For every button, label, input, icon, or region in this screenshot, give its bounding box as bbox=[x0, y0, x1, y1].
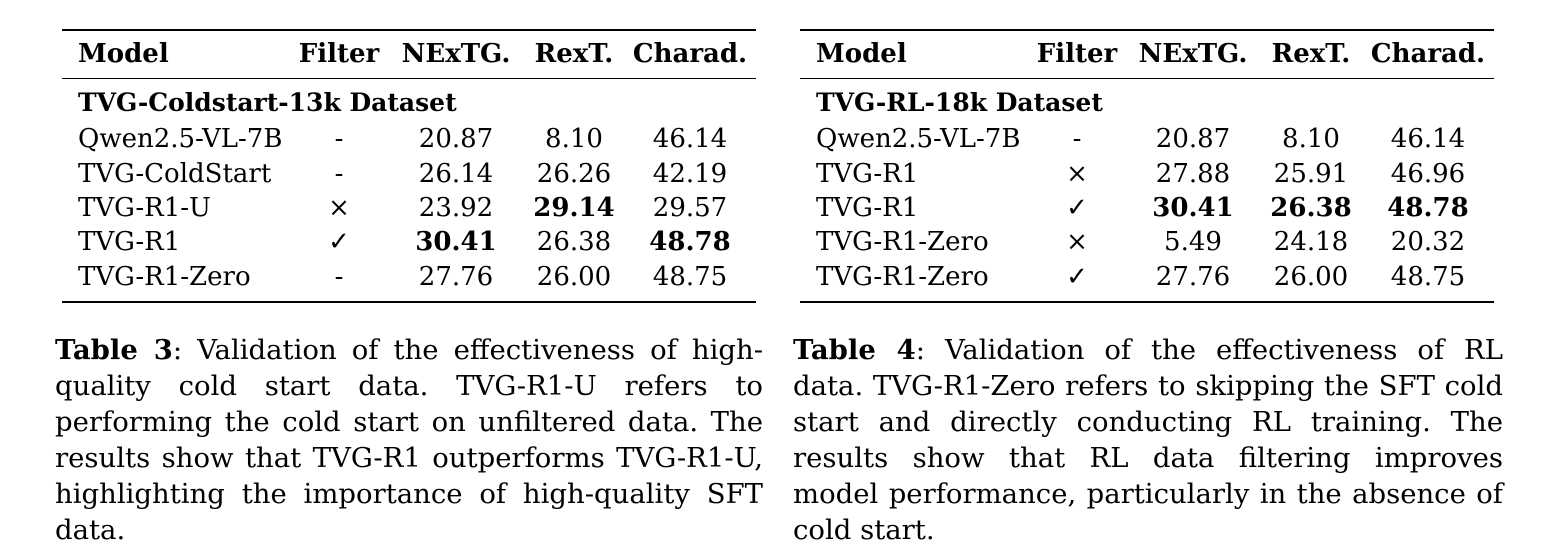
table-row-charad: 48.78 bbox=[1387, 193, 1469, 223]
header-model: Model bbox=[78, 39, 169, 69]
table-row-filter: - bbox=[1072, 124, 1082, 154]
table-row-model: TVG-R1-Zero bbox=[816, 262, 989, 292]
table-row-nextg: 26.14 bbox=[418, 159, 494, 189]
table-row-nextg: 20.87 bbox=[1155, 124, 1231, 154]
table-row-nextg: 27.76 bbox=[418, 262, 494, 292]
table-row-rext: 8.10 bbox=[1282, 124, 1340, 154]
table-row-nextg: 20.87 bbox=[418, 124, 494, 154]
top-rule bbox=[62, 29, 756, 31]
table-row-charad: 42.19 bbox=[652, 159, 728, 189]
table-row-filter: ✓ bbox=[1066, 262, 1088, 292]
table-row-model: Qwen2.5-VL-7B bbox=[78, 124, 283, 154]
table-row-nextg: 5.49 bbox=[1164, 227, 1222, 257]
table-row-rext: 26.26 bbox=[536, 159, 612, 189]
table-row-rext: 24.18 bbox=[1273, 227, 1349, 257]
table-row-rext: 26.38 bbox=[536, 227, 612, 257]
caption-label: Table 3 bbox=[55, 334, 173, 366]
table-row-model: TVG-R1-Zero bbox=[78, 262, 251, 292]
table-row-nextg: 27.76 bbox=[1155, 262, 1231, 292]
mid-rule bbox=[62, 78, 756, 79]
table-row-rext: 26.38 bbox=[1270, 193, 1352, 223]
table-row-model: TVG-R1-U bbox=[78, 193, 211, 223]
header-model: Model bbox=[816, 39, 907, 69]
table-row-model: TVG-R1 bbox=[816, 193, 919, 223]
table-row-charad: 48.75 bbox=[1390, 262, 1466, 292]
table-row-charad: 46.96 bbox=[1390, 159, 1466, 189]
header-filter: Filter bbox=[298, 39, 380, 69]
table-row-filter: × bbox=[328, 193, 350, 223]
table-row-rext: 8.10 bbox=[545, 124, 603, 154]
section-title: TVG-RL-18k Dataset bbox=[816, 88, 1103, 117]
table-row-rext: 25.91 bbox=[1273, 159, 1349, 189]
caption-text: : Validation of the effectiveness of RL … bbox=[793, 334, 1503, 546]
table-row-rext: 26.00 bbox=[536, 262, 612, 292]
bottom-rule bbox=[800, 301, 1494, 303]
table-row-filter: - bbox=[334, 124, 344, 154]
caption-text: : Validation of the effectiveness of hig… bbox=[55, 334, 764, 546]
caption-label: Table 4 bbox=[793, 334, 916, 366]
table-row-filter: ✓ bbox=[1066, 193, 1088, 223]
section-title: TVG-Coldstart-13k Dataset bbox=[78, 88, 457, 117]
table-row-filter: ✓ bbox=[328, 227, 350, 257]
table-caption: Table 4: Validation of the effectiveness… bbox=[793, 332, 1503, 548]
table-row-model: Qwen2.5-VL-7B bbox=[816, 124, 1021, 154]
header-charad: Charad. bbox=[632, 39, 748, 69]
table-row-charad: 48.75 bbox=[652, 262, 728, 292]
table-row-charad: 29.57 bbox=[652, 193, 728, 223]
mid-rule bbox=[800, 78, 1494, 79]
header-charad: Charad. bbox=[1370, 39, 1486, 69]
header-rext: RexT. bbox=[1271, 39, 1351, 69]
table-row-charad: 20.32 bbox=[1390, 227, 1466, 257]
table-row-nextg: 30.41 bbox=[1152, 193, 1234, 223]
table-row-nextg: 23.92 bbox=[418, 193, 494, 223]
table-row-charad: 48.78 bbox=[649, 227, 731, 257]
table-row-filter: × bbox=[1066, 159, 1088, 189]
header-nextg: NExTG. bbox=[1138, 39, 1248, 69]
bottom-rule bbox=[62, 301, 756, 303]
top-rule bbox=[800, 29, 1494, 31]
header-filter: Filter bbox=[1036, 39, 1118, 69]
table-row-nextg: 30.41 bbox=[415, 227, 497, 257]
table-row-model: TVG-ColdStart bbox=[78, 159, 272, 189]
table-row-filter: × bbox=[1066, 227, 1088, 257]
table-row-nextg: 27.88 bbox=[1155, 159, 1231, 189]
table-row-rext: 29.14 bbox=[533, 193, 615, 223]
header-nextg: NExTG. bbox=[401, 39, 511, 69]
table-row-model: TVG-R1 bbox=[816, 159, 919, 189]
table-row-filter: - bbox=[334, 262, 344, 292]
table-row-rext: 26.00 bbox=[1273, 262, 1349, 292]
table-row-charad: 46.14 bbox=[1390, 124, 1466, 154]
table-row-charad: 46.14 bbox=[652, 124, 728, 154]
header-rext: RexT. bbox=[534, 39, 614, 69]
table-row-model: TVG-R1-Zero bbox=[816, 227, 989, 257]
table-row-filter: - bbox=[334, 159, 344, 189]
table-caption: Table 3: Validation of the effectiveness… bbox=[55, 332, 763, 548]
table-row-model: TVG-R1 bbox=[78, 227, 181, 257]
